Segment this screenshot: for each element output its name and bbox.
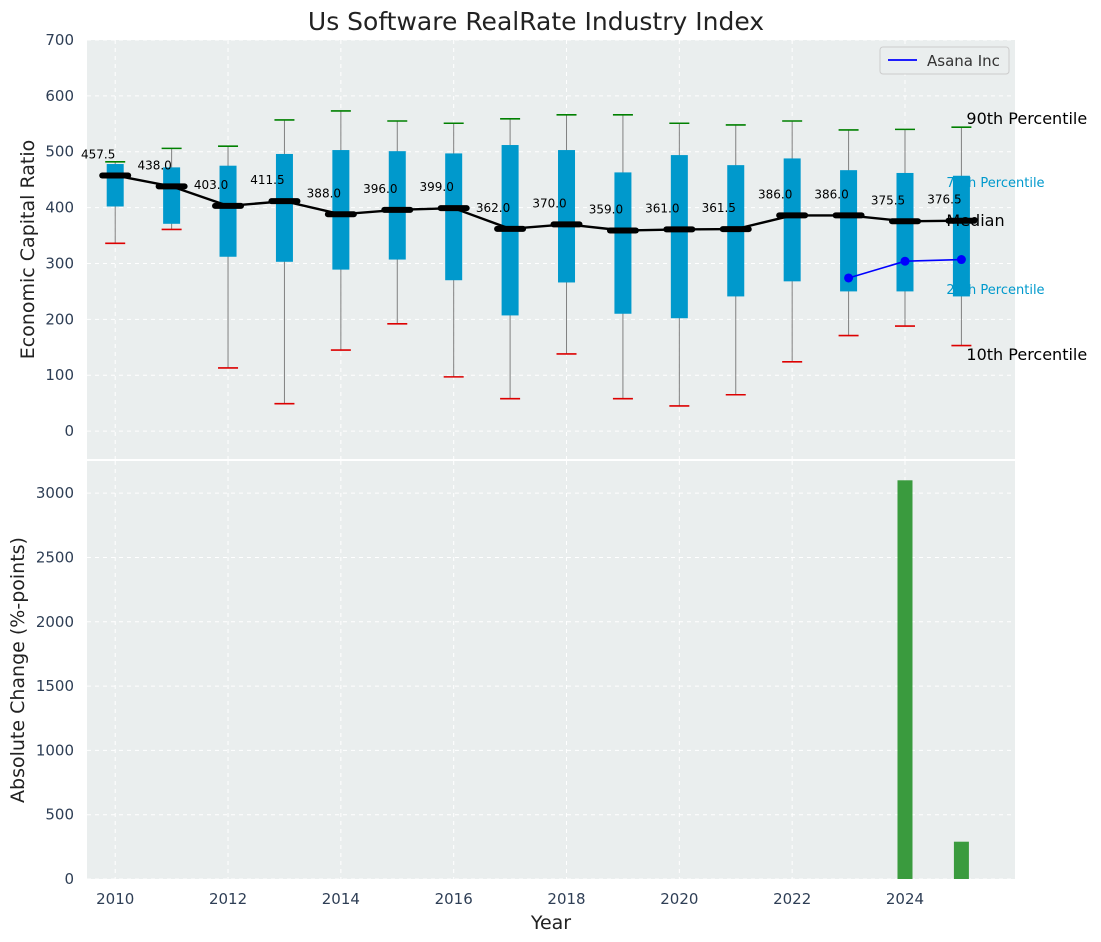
x-tick-label: 2018 (547, 890, 585, 908)
median-value-label: 399.0 (420, 180, 454, 194)
iqr-box (558, 150, 576, 283)
top-y-tick-label: 100 (45, 366, 74, 384)
median-line (114, 174, 962, 232)
top-y-tick-label: 0 (64, 422, 74, 440)
median-value-label: 359.0 (589, 203, 623, 217)
change-bar (897, 480, 913, 879)
bottom-y-tick-label: 2500 (36, 548, 74, 566)
bottom-y-tick-label: 1000 (36, 741, 74, 759)
annotation-p25: 25th Percentile (946, 283, 1044, 298)
x-tick-label: 2022 (773, 890, 811, 908)
top-y-tick-label: 300 (45, 254, 74, 272)
top-y-tick-label: 700 (45, 31, 74, 49)
median-value-label: 403.0 (194, 178, 228, 192)
iqr-box (952, 175, 970, 297)
median-value-label: 438.0 (137, 158, 171, 172)
annotation-p75: 75th Percentile (946, 176, 1044, 191)
median-value-label: 361.5 (702, 201, 736, 215)
median-value-label: 376.5 (927, 193, 961, 207)
median-value-label: 361.0 (645, 201, 679, 215)
legend-label-asana: Asana Inc (927, 52, 1000, 70)
iqr-box (275, 153, 293, 262)
iqr-box (670, 155, 688, 319)
bottom-y-tick-label: 0 (64, 870, 74, 888)
median-value-label: 370.0 (532, 196, 566, 210)
iqr-box (163, 167, 181, 224)
iqr-box (445, 153, 463, 281)
median-value-label: 411.5 (250, 173, 284, 187)
iqr-box (106, 164, 124, 207)
iqr-box (614, 172, 632, 314)
top-y-tick-label: 500 (45, 143, 74, 161)
bottom-y-tick-label: 500 (45, 806, 74, 824)
bottom-y-tick-label: 2000 (36, 613, 74, 631)
top-y-tick-label: 400 (45, 199, 74, 217)
chart-title: Us Software RealRate Industry Index (308, 7, 764, 36)
x-tick-label: 2012 (209, 890, 247, 908)
x-tick-label: 2016 (435, 890, 473, 908)
asana-point (900, 256, 910, 266)
bottom-y-axis-label: Absolute Change (%-points) (7, 537, 29, 803)
top-plot-area (87, 40, 1015, 459)
x-axis-label: Year (530, 912, 571, 934)
median-value-label: 457.5 (81, 147, 115, 161)
x-tick-label: 2024 (886, 890, 924, 908)
annotation-p10: 10th Percentile (966, 345, 1087, 364)
bottom-plot-area (87, 461, 1015, 879)
asana-point (844, 273, 854, 283)
x-tick-label: 2014 (322, 890, 360, 908)
annotation-p90: 90th Percentile (966, 109, 1087, 128)
median-value-label: 396.0 (363, 182, 397, 196)
iqr-box (219, 165, 237, 257)
median-value-label: 386.0 (814, 187, 848, 201)
top-y-tick-label: 200 (45, 310, 74, 328)
top-y-tick-label: 600 (45, 87, 74, 105)
x-tick-label: 2020 (660, 890, 698, 908)
asana-point (956, 255, 966, 265)
iqr-box (332, 150, 350, 270)
bottom-y-tick-label: 1500 (36, 677, 74, 695)
change-bar (953, 841, 969, 879)
iqr-box (896, 172, 914, 292)
legend-box (879, 46, 1010, 75)
x-tick-label: 2010 (96, 890, 134, 908)
iqr-box (388, 151, 406, 260)
top-y-axis-label: Economic Capital Ratio (17, 140, 39, 359)
bottom-y-tick-label: 3000 (36, 484, 74, 502)
annotation-median: Median (946, 211, 1004, 230)
iqr-box (783, 158, 801, 282)
median-value-label: 362.0 (476, 201, 510, 215)
median-value-label: 388.0 (307, 186, 341, 200)
iqr-box (840, 170, 858, 292)
median-value-label: 386.0 (758, 187, 792, 201)
median-value-label: 375.5 (871, 193, 905, 207)
